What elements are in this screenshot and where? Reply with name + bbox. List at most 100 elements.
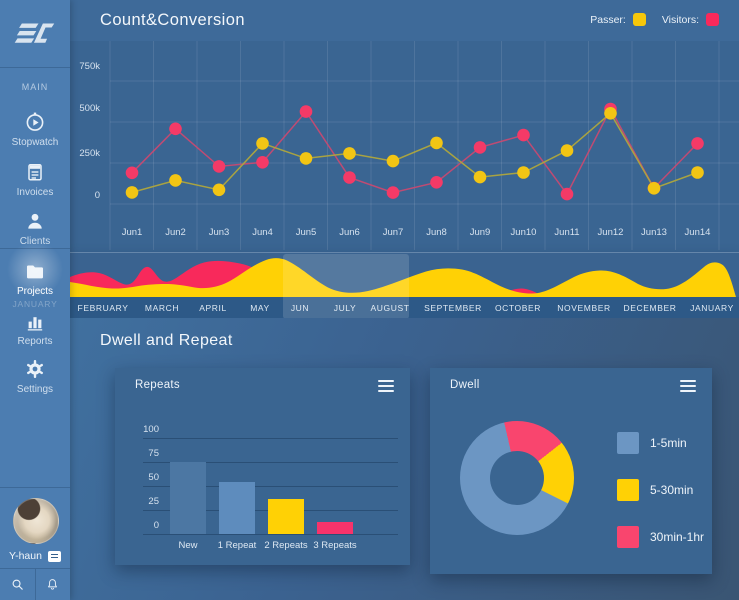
dwell-repeat-section: Dwell and Repeat Repeats 100 75 50 25 0 New 1 … — [70, 318, 739, 600]
month-label-jun[interactable]: JUN — [290, 303, 310, 313]
repeats-menu-button[interactable] — [378, 380, 394, 392]
app-logo[interactable] — [0, 0, 70, 68]
month-label-march[interactable]: MARCH — [144, 303, 180, 313]
month-label-december[interactable]: DECEMBER — [623, 303, 677, 313]
sidebar-item-projects[interactable]: Projects — [0, 240, 70, 298]
y-axis-tick: 50 — [148, 472, 159, 483]
sidebar-section-label: MAIN — [21, 82, 49, 92]
projects-icon — [6, 240, 64, 298]
sidebar-item-stopwatch[interactable]: Stopwatch — [0, 110, 70, 148]
legend-label: 5-30min — [650, 483, 694, 497]
gridline — [143, 462, 398, 463]
legend-color-chip — [706, 13, 719, 26]
sidebar-item-settings[interactable]: Settings — [0, 357, 70, 395]
sidebar-item-label: Settings — [16, 384, 54, 395]
sidebar-item-invoices[interactable]: Invoices — [0, 160, 70, 198]
sidebar-bottom-bar — [0, 568, 70, 600]
stopwatch-icon — [23, 110, 47, 134]
svg-text:Jun11: Jun11 — [554, 227, 579, 238]
ghost-month-label: JANUARY — [12, 299, 58, 309]
bell-icon — [48, 579, 58, 590]
notifications-button[interactable] — [36, 569, 71, 600]
x-axis-tick: New — [178, 540, 198, 551]
bar-2-repeats — [268, 499, 304, 534]
sidebar-item-label: Clients — [19, 236, 51, 247]
search-icon — [12, 579, 23, 590]
month-label-april[interactable]: APRIL — [199, 303, 227, 313]
dwell-menu-button[interactable] — [680, 380, 696, 392]
month-label-may[interactable]: MAY — [250, 303, 270, 313]
gridline — [143, 534, 398, 535]
legend-item-visitors: Visitors: — [662, 13, 719, 26]
search-button[interactable] — [0, 569, 36, 600]
y-axis-tick: 75 — [148, 448, 159, 459]
legend-color-chip — [617, 432, 639, 454]
count-conversion-chart: 750k 500k 250k 0 Jun1 Jun2 Jun3 Jun4 Jun5 Jun6 Jun… — [70, 41, 739, 252]
svg-text:Jun4: Jun4 — [252, 227, 273, 238]
dwell-donut-chart — [460, 421, 574, 535]
repeats-card-title: Repeats — [135, 379, 180, 391]
legend-color-chip — [617, 526, 639, 548]
x-axis-tick: 1 Repeat — [217, 540, 257, 551]
legend-item-passer: Passer: — [590, 13, 646, 26]
y-axis-tick: 100 — [143, 424, 159, 435]
clients-icon — [23, 209, 47, 233]
user-name: Y-haun — [9, 550, 42, 562]
sidebar-divider — [0, 487, 70, 488]
svg-text:Jun3: Jun3 — [209, 227, 230, 238]
settings-icon — [23, 357, 47, 381]
dwell-legend-item: 5-30min — [617, 479, 704, 501]
bar-1-repeat — [219, 482, 255, 534]
sidebar-item-label: Projects — [16, 286, 54, 297]
invoices-icon — [23, 160, 47, 184]
month-label-august[interactable]: AUGUST — [370, 303, 410, 313]
repeats-card: Repeats 100 75 50 25 0 New 1 Repeat 2 Repeats 3 … — [115, 368, 410, 565]
dwell-legend-item: 1-5min — [617, 432, 704, 454]
month-label-november[interactable]: NOVEMBER — [557, 303, 611, 313]
section-title: Dwell and Repeat — [100, 332, 233, 349]
sidebar-item-label: Stopwatch — [11, 137, 59, 148]
sidebar-item-clients[interactable]: Clients — [0, 209, 70, 247]
logo-icon — [14, 23, 55, 43]
sidebar-item-reports[interactable]: Reports — [0, 309, 70, 347]
month-label-july[interactable]: JULY — [333, 303, 357, 313]
svg-text:750k: 750k — [79, 61, 100, 72]
sidebar-item-label: Reports — [17, 336, 53, 347]
month-label-february[interactable]: FEBRUARY — [77, 303, 129, 313]
sidebar-divider — [0, 248, 70, 249]
svg-text:Jun7: Jun7 — [383, 227, 404, 238]
gridline — [143, 438, 398, 439]
svg-text:Jun12: Jun12 — [598, 227, 624, 238]
month-range-strip: FEBRUARY MARCH APRIL MAY JUN JULY AUGUST SEPTEM… — [70, 252, 739, 319]
dwell-card-title: Dwell — [450, 379, 480, 391]
month-label-january[interactable]: JANUARY — [690, 303, 734, 313]
page-title: Count&Conversion — [100, 11, 245, 29]
avatar[interactable] — [13, 498, 59, 544]
month-label-october[interactable]: OCTOBER — [494, 303, 542, 313]
header-bar: Count&Conversion Passer: Visitors: — [70, 0, 739, 41]
chart-legend: Passer: Visitors: — [590, 13, 719, 26]
svg-text:Jun9: Jun9 — [470, 227, 491, 238]
svg-text:Jun10: Jun10 — [511, 227, 537, 238]
sidebar-item-label: Invoices — [16, 187, 54, 198]
svg-text:Jun2: Jun2 — [165, 227, 186, 238]
y-axis-tick: 25 — [148, 496, 159, 507]
month-range-selection[interactable] — [283, 254, 409, 319]
bar-3-repeats — [317, 522, 353, 534]
svg-text:Jun14: Jun14 — [685, 227, 711, 238]
x-axis-tick: 3 Repeats — [313, 540, 357, 551]
legend-label: 30min-1hr — [650, 530, 705, 544]
main-area: Count&Conversion Passer: Visitors: 750k 50… — [70, 0, 739, 600]
dwell-legend: 1-5min 5-30min 30min-1hr — [617, 432, 704, 573]
svg-text:500k: 500k — [79, 103, 100, 114]
y-axis-tick: 0 — [153, 520, 159, 531]
legend-color-chip — [617, 479, 639, 501]
user-menu-button[interactable] — [47, 550, 61, 562]
svg-text:Jun5: Jun5 — [296, 227, 317, 238]
svg-text:Jun1: Jun1 — [122, 227, 143, 238]
dwell-card: Dwell 1-5min 5-30min 30min-1hr — [430, 368, 712, 574]
month-label-september[interactable]: SEPTEMBER — [424, 303, 482, 313]
dwell-legend-item: 30min-1hr — [617, 526, 704, 548]
x-axis-tick: 2 Repeats — [264, 540, 308, 551]
month-strip-area-chart — [70, 253, 739, 297]
